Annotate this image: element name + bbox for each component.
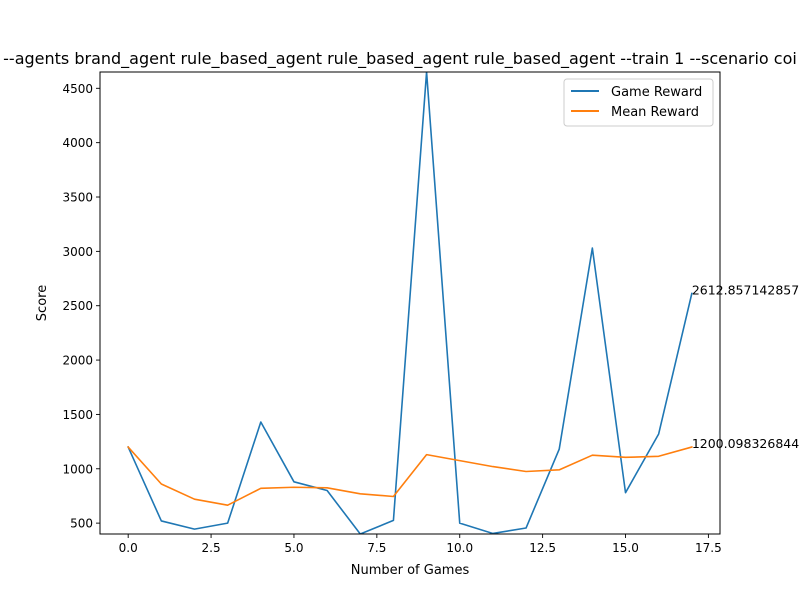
y-tick-label: 4500 [62, 82, 93, 96]
legend: Game Reward Mean Reward [563, 78, 714, 127]
x-tick-label: 5.0 [284, 541, 303, 555]
y-tick-label: 2000 [62, 354, 93, 368]
y-axis-label: Score [35, 285, 50, 321]
y-tick-label: 2500 [62, 299, 93, 313]
plot-frame [99, 71, 721, 535]
y-tick-label: 1500 [62, 408, 93, 422]
legend-label-mean-reward: Mean Reward [611, 105, 699, 120]
x-tick-label: 15.0 [612, 541, 639, 555]
y-tick-label: 3000 [62, 245, 93, 259]
x-tick-label: 17.5 [695, 541, 722, 555]
series-line-mean-reward [127, 445, 693, 506]
chart-title: --agents brand_agent rule_based_agent ru… [3, 49, 797, 69]
y-tick-label: 500 [70, 517, 93, 531]
legend-box [563, 78, 714, 127]
value-annotation: 2612.857142857 [692, 282, 799, 297]
value-annotation: 1200.098326844 [692, 436, 799, 451]
x-tick-label: 2.5 [202, 541, 221, 555]
legend-label-game-reward: Game Reward [611, 85, 702, 100]
series-line-game-reward [127, 72, 693, 534]
y-tick-label: 1000 [62, 462, 93, 476]
x-tick-label: 0.0 [119, 541, 138, 555]
x-tick-label: 7.5 [367, 541, 386, 555]
y-tick-label: 3500 [62, 191, 93, 205]
x-tick-label: 12.5 [529, 541, 556, 555]
x-axis-label: Number of Games [351, 563, 470, 578]
x-tick-label: 10.0 [446, 541, 473, 555]
y-tick-label: 4000 [62, 136, 93, 150]
